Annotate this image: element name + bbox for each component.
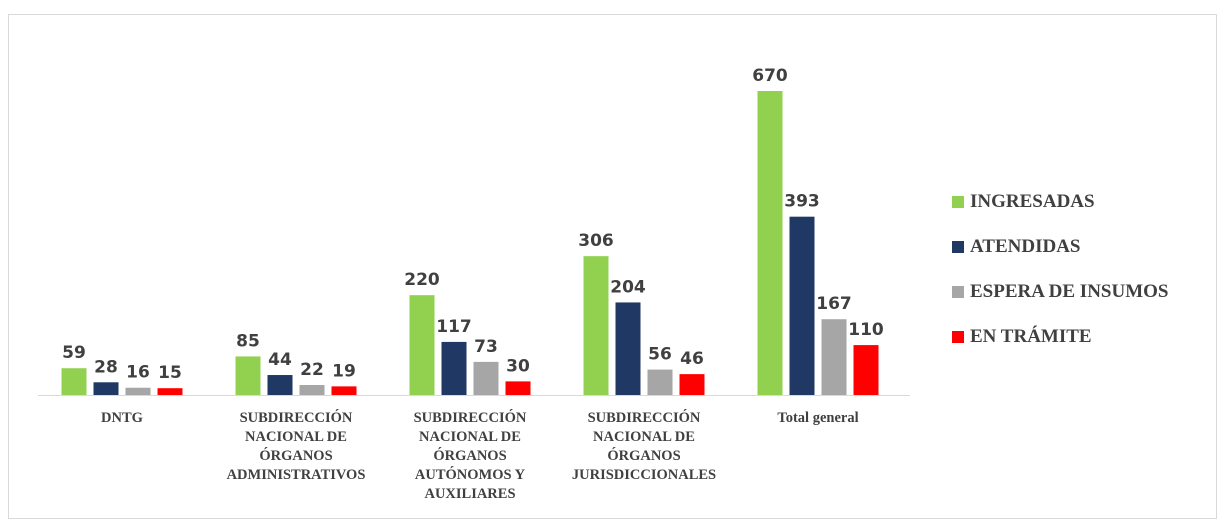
bar <box>441 341 467 395</box>
data-label: 56 <box>648 345 672 365</box>
data-label: 22 <box>300 360 324 380</box>
legend-swatch <box>952 241 964 253</box>
legend-label: INGRESADAS <box>970 191 1095 212</box>
data-label: 44 <box>268 350 292 370</box>
bar <box>647 369 673 395</box>
bar <box>473 361 499 395</box>
data-label: 393 <box>784 192 820 212</box>
legend-swatch <box>952 331 964 343</box>
bar <box>789 216 815 395</box>
bar <box>157 388 183 395</box>
data-label: 220 <box>404 270 440 290</box>
bar <box>821 319 847 395</box>
bar <box>235 356 261 395</box>
data-label: 85 <box>236 331 260 351</box>
data-label: 59 <box>62 343 86 363</box>
data-label: 16 <box>126 363 150 383</box>
bar <box>583 256 609 395</box>
legend-label: ESPERA DE INSUMOS <box>970 281 1169 302</box>
data-label: 19 <box>332 361 356 381</box>
x-tick-label: SUBDIRECCIÓN NACIONAL DE ÓRGANOS ADMINIS… <box>226 410 366 483</box>
bar <box>267 375 293 395</box>
bar <box>409 295 435 395</box>
bar <box>331 386 357 395</box>
x-tick-label: DNTG <box>101 410 143 426</box>
data-label: 73 <box>474 337 498 357</box>
legend-swatch <box>952 286 964 298</box>
x-tick-label: Total general <box>777 410 859 426</box>
bar <box>757 91 783 395</box>
data-label: 46 <box>680 349 704 369</box>
chart-frame <box>8 14 1217 519</box>
data-label: 117 <box>436 317 472 337</box>
legend-item: INGRESADAS <box>952 190 1095 214</box>
legend-label: ATENDIDAS <box>970 236 1081 257</box>
data-label: 30 <box>506 356 530 376</box>
data-label: 15 <box>158 363 182 383</box>
data-label: 670 <box>752 66 788 86</box>
bar <box>61 368 87 395</box>
bar <box>93 382 119 395</box>
x-tick-label: SUBDIRECCIÓN NACIONAL DE ÓRGANOS AUTÓNOM… <box>413 410 527 502</box>
bar <box>853 345 879 395</box>
legend-item: ESPERA DE INSUMOS <box>952 280 1169 304</box>
legend-item: ATENDIDAS <box>952 235 1081 259</box>
data-label: 110 <box>848 320 884 340</box>
data-label: 28 <box>94 357 118 377</box>
legend-item: EN TRÁMITE <box>952 325 1092 349</box>
data-label: 167 <box>816 294 852 314</box>
bar <box>679 374 705 395</box>
data-label: 306 <box>578 231 614 251</box>
x-tick-label: SUBDIRECCIÓN NACIONAL DE ÓRGANOS JURISDI… <box>571 410 717 483</box>
data-label: 204 <box>610 277 646 297</box>
bar <box>505 381 531 395</box>
bar <box>125 387 151 395</box>
bar <box>615 302 641 395</box>
legend-label: EN TRÁMITE <box>970 326 1092 347</box>
bar <box>299 385 325 395</box>
legend-swatch <box>952 196 964 208</box>
